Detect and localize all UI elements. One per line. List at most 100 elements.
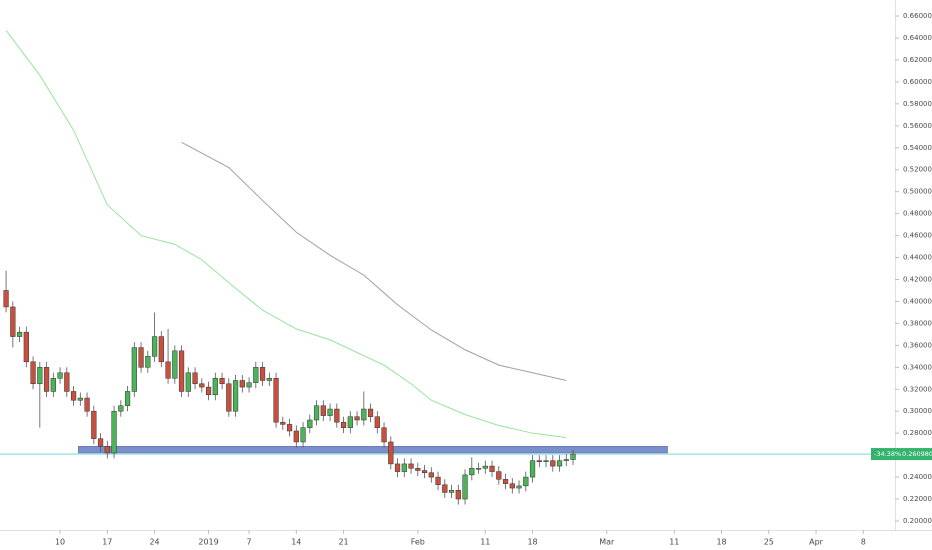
y-tick-label: 0.660000 (903, 12, 932, 20)
candle-body (30, 361, 36, 385)
candle-body (570, 453, 576, 460)
candle-body (313, 405, 320, 421)
candle-body (239, 380, 245, 388)
price-label-box (871, 448, 932, 461)
candle-body (280, 421, 286, 425)
candle-body (394, 463, 401, 472)
candle-body (23, 331, 29, 363)
candle-body (401, 463, 407, 472)
candle-body (138, 347, 144, 368)
candle-body (50, 378, 56, 392)
candle-body (10, 306, 16, 337)
candle-body (259, 367, 266, 381)
x-tick-label: 2019 (198, 538, 218, 547)
candle-body (286, 424, 293, 432)
candle-body (219, 378, 225, 385)
candle-body (415, 468, 421, 471)
change-label: -34.38% (874, 450, 901, 458)
candle-body (57, 372, 63, 379)
candle-body (16, 331, 23, 337)
candle-body (84, 397, 90, 412)
candle-body (70, 391, 77, 401)
x-tick-label: 10 (55, 538, 65, 547)
candle-body (374, 416, 380, 428)
candle-body (131, 347, 137, 392)
candle-body (172, 350, 178, 379)
candle-body (111, 410, 117, 454)
candle-body (253, 367, 259, 383)
candle-body (536, 460, 542, 462)
candle-body (327, 408, 333, 416)
candle-body (300, 427, 306, 443)
x-tick-label: 17 (102, 538, 112, 547)
candle-body (354, 416, 360, 421)
candle-body (273, 378, 279, 423)
candle-body (516, 485, 522, 489)
x-tick-label: 7 (247, 538, 252, 547)
candle-body (266, 378, 272, 381)
candle-body (462, 474, 468, 500)
candle-body (77, 397, 83, 401)
candle-body (367, 408, 374, 417)
x-tick-label: 14 (291, 538, 301, 547)
candle-body (293, 430, 299, 443)
candle-body (97, 438, 104, 447)
candle-body (64, 372, 70, 392)
candle-body (178, 350, 185, 392)
candle-body (124, 391, 131, 406)
candle-body (158, 336, 164, 363)
candle-body (3, 290, 9, 308)
x-tick-label: Feb (411, 538, 425, 547)
candle-body (361, 408, 367, 421)
candle-body (199, 383, 205, 388)
candle-body (232, 380, 239, 412)
x-tick-label: 18 (716, 538, 726, 547)
x-tick-label: Mar (599, 538, 615, 547)
candle-body (104, 446, 110, 454)
candle-body (448, 490, 455, 493)
candle-body (205, 386, 212, 396)
x-tick-label: 18 (527, 538, 537, 547)
candle-body (246, 382, 252, 388)
x-tick-label: Apr (809, 538, 824, 547)
candle-body (165, 361, 171, 379)
candle-body (421, 470, 428, 473)
candle-body (226, 383, 232, 412)
candle-body (442, 484, 448, 493)
candle-body (118, 405, 124, 412)
candle-body (408, 463, 414, 469)
x-tick-label: 25 (764, 538, 774, 547)
candle-body (556, 460, 563, 467)
candle-body (151, 336, 158, 357)
candle-body (475, 468, 482, 470)
candle-body (192, 372, 198, 385)
candle-body (388, 441, 394, 465)
candle-body (185, 372, 191, 392)
candle-body (469, 468, 475, 476)
candle-body (496, 471, 502, 480)
candle-body (340, 421, 347, 428)
candle-body (435, 476, 441, 486)
last-price-label: 0.260980 (902, 450, 932, 458)
moving-average (5, 30, 567, 439)
candle-body (509, 483, 515, 489)
candle-body (334, 408, 340, 423)
candle-body (502, 479, 509, 484)
